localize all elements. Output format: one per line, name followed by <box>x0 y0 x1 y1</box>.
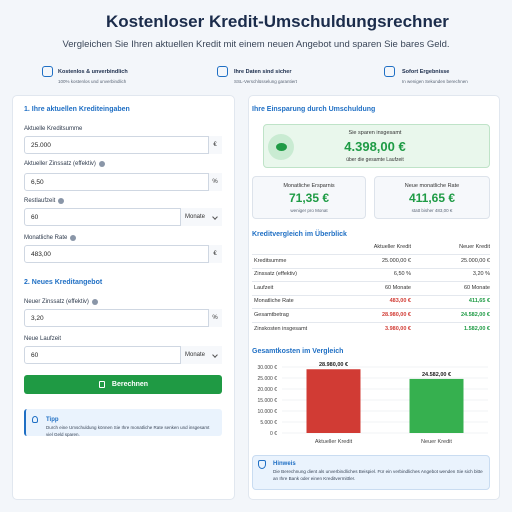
select-unit[interactable] <box>180 346 222 364</box>
button-icon <box>99 381 105 388</box>
page-subtitle: Vergleichen Sie Ihren aktuellen Kredit m… <box>62 38 450 50</box>
row-divider <box>252 308 490 310</box>
row-value: 3,20 % <box>472 271 490 278</box>
row-divider <box>252 322 490 323</box>
row-label: Zinssatz (effektiv) <box>254 271 297 278</box>
field-label: Aktuelle Kreditsumme <box>24 126 83 132</box>
feature-title: Sofort Ergebnisse <box>402 68 450 75</box>
input-value: 483,00 <box>31 250 51 258</box>
row-value: 28.980,00 € <box>381 311 411 318</box>
tip-text: Durch eine Umschuldung können Sie Ihre m… <box>46 425 210 438</box>
row-value: 60 Monate <box>385 284 411 291</box>
calculate-button[interactable] <box>24 375 222 394</box>
column-header: Aktueller Kredit <box>373 243 411 250</box>
field-label: Restlaufzeit <box>24 198 56 204</box>
row-value: 1.582,00 € <box>464 325 490 332</box>
savings-box <box>263 124 490 168</box>
savings-label: Sie sparen insgesamt <box>348 129 402 136</box>
chart-title: Gesamtkosten im Vergleich <box>252 348 344 355</box>
results-title: Ihre Einsparung durch Umschuldung <box>252 106 376 113</box>
feature-icon <box>384 66 395 77</box>
row-value: 60 Monate <box>464 284 490 291</box>
card-value: 411,65 € <box>408 191 456 205</box>
row-value: 25.000,00 € <box>460 257 490 264</box>
feature-title: Kostenlos & unverbindlich <box>58 68 128 75</box>
note-text: Die Berechnung dient als unverbindliches… <box>273 469 483 482</box>
row-value: 411,65 € <box>468 298 490 305</box>
info-icon <box>70 235 76 241</box>
input-unit-label: % <box>212 315 218 321</box>
summary-card <box>374 176 490 219</box>
input-value: 25.000 <box>31 141 51 149</box>
feature-icon <box>42 66 53 77</box>
row-divider <box>252 281 490 283</box>
row-divider <box>252 267 490 269</box>
row-label: Monatliche Rate <box>254 298 294 305</box>
info-icon <box>58 198 64 204</box>
row-label: Kreditsumme <box>254 257 287 264</box>
row-divider <box>252 254 490 255</box>
row-value: 483,00 € <box>389 298 411 305</box>
input-unit-label: € <box>213 142 217 148</box>
feature-text: SSL-Verschlüsselung garantiert <box>234 78 298 84</box>
tip-icon <box>32 416 38 423</box>
feature-title: Ihre Daten sind sicher <box>234 68 292 75</box>
select-unit[interactable] <box>180 208 222 226</box>
note-box <box>252 455 490 490</box>
row-divider <box>252 294 490 296</box>
feature-text: In wenigen Sekunden berechnen <box>402 78 468 84</box>
savings-value: 4.398,00 € <box>344 139 406 154</box>
comparison-title: Kreditvergleich im Überblick <box>252 231 347 238</box>
feature-text: 100% kostenlos und unverbindlich <box>58 78 127 84</box>
button-label: Berechnen <box>111 380 149 388</box>
info-icon <box>99 161 105 167</box>
card-value: 71,35 € <box>288 191 330 205</box>
text-input[interactable] <box>24 309 222 327</box>
row-label: Gesamtbetrag <box>254 311 289 318</box>
note-title: Hinweis <box>273 461 296 467</box>
input-value: 3,20 <box>31 314 44 322</box>
input-value: 60 <box>31 213 39 221</box>
row-value: 6,50 % <box>393 271 411 278</box>
row-value: 25.000,00 € <box>381 257 411 264</box>
input-unit-label: % <box>212 179 218 185</box>
info-icon <box>92 299 98 305</box>
input-unit-label: Monate <box>185 214 206 220</box>
field-label: Monatliche Rate <box>24 235 68 241</box>
input-value: 60 <box>31 351 39 359</box>
row-label: Zinskosten insgesamt <box>254 325 308 332</box>
page-title: Kostenloser Kredit-Umschuldungsrechner <box>106 12 449 31</box>
tip-box <box>24 409 222 436</box>
section-title: 1. Ihre aktuellen Krediteingaben <box>24 106 130 113</box>
piggy-body <box>276 143 287 151</box>
note-icon <box>258 460 266 469</box>
column-header: Neuer Kredit <box>459 243 490 250</box>
field-label: Neuer Zinssatz (effektiv) <box>24 299 89 305</box>
section-title: 2. Neues Kreditangebot <box>24 279 103 286</box>
input-unit <box>208 309 222 327</box>
row-value: 24.582,00 € <box>460 311 490 318</box>
card-sub: weniger pro Monat <box>290 207 328 213</box>
input-unit <box>208 245 222 263</box>
feature-icon <box>217 66 228 77</box>
card-sub: statt bisher 483,00 € <box>411 207 453 213</box>
input-value: 6,50 <box>31 178 44 186</box>
summary-card <box>252 176 366 219</box>
text-input[interactable] <box>24 245 222 263</box>
tip-title: Tipp <box>46 417 59 423</box>
input-unit <box>208 173 222 191</box>
input-unit-label: Monate <box>185 352 206 358</box>
input-unit <box>208 136 222 154</box>
savings-sub: über die gesamte Laufzeit <box>346 157 404 163</box>
field-label: Aktueller Zinssatz (effektiv) <box>24 161 96 167</box>
card-label: Neue monatliche Rate <box>404 182 460 189</box>
field-label: Neue Laufzeit <box>24 336 62 342</box>
row-label: Laufzeit <box>254 284 274 291</box>
card-label: Monatliche Ersparnis <box>283 182 335 189</box>
row-value: 3.980,00 € <box>385 325 411 332</box>
input-unit-label: € <box>213 251 217 257</box>
text-input[interactable] <box>24 136 222 154</box>
